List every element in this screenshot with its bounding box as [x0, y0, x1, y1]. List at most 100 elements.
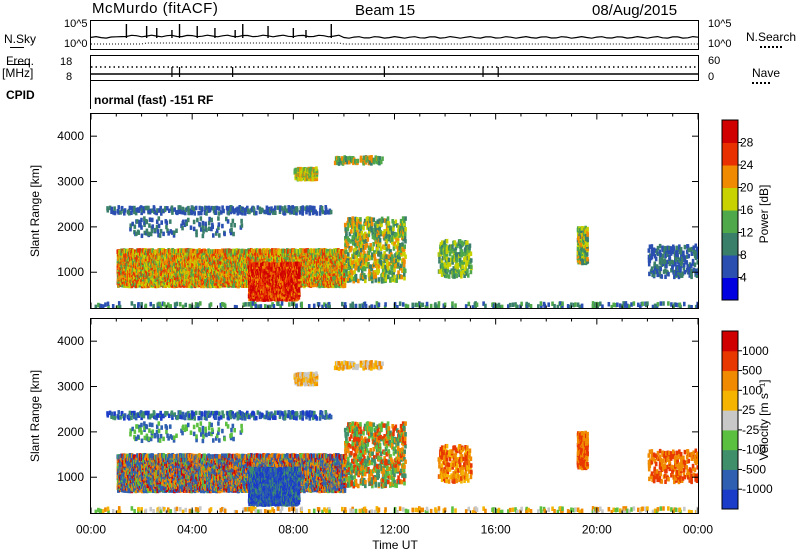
power-echo-cell [173, 279, 177, 284]
power-echo-cell [134, 210, 138, 216]
power-echo-cell [126, 261, 129, 266]
power-echo-cell [314, 255, 318, 260]
power-echo-cell [147, 205, 150, 211]
nave-top-tick: 60 [708, 55, 721, 67]
power-echo-cell [121, 248, 125, 254]
power-echo-cell [113, 206, 116, 211]
power-echo-cell [187, 248, 190, 253]
power-echo-cell [154, 283, 158, 289]
power-echo-cell [140, 210, 143, 216]
power-echo-cell [178, 254, 182, 260]
power-echo-cell [173, 275, 177, 281]
freq-trace [91, 66, 698, 77]
power-echo-cell [162, 275, 165, 281]
power-echo-cell [134, 249, 137, 254]
power-echo-cell [167, 257, 170, 262]
cpid-label: CPID [6, 88, 35, 102]
power-echo-cell [120, 251, 123, 256]
power-echo-cell [314, 252, 318, 258]
power-echo-cell [281, 270, 284, 276]
power-echo-cell [126, 281, 129, 287]
power-echo-cell [266, 248, 269, 253]
freq-legend-line [8, 64, 30, 65]
nsky-plot-frame [90, 20, 699, 50]
power-echo-cell [206, 257, 210, 262]
power-echo-cell [305, 271, 308, 276]
power-echo-cell [151, 263, 155, 268]
power-echo-cell [320, 283, 324, 288]
power-echo-cell [297, 282, 301, 288]
power-echo-cell [200, 267, 204, 273]
power-echo-cell [294, 248, 297, 254]
nave-label: Nave [752, 66, 781, 80]
nsky-top-tick: 10^5 [64, 18, 88, 30]
power-echo-cell [170, 265, 173, 270]
power-echo-cell [179, 279, 183, 284]
power-echo-cell [209, 267, 213, 272]
nave-legend-line [752, 82, 770, 84]
power-data [94, 155, 698, 308]
power-echo-cell [327, 248, 330, 254]
power-echo-cell [127, 211, 131, 216]
power-echo-cell [127, 265, 130, 271]
power-echo-cell [342, 283, 345, 289]
power-echo-cell [155, 210, 159, 216]
power-echo-cell [218, 259, 222, 265]
power-echo-cell [128, 205, 132, 211]
power-echo-cell [342, 249, 346, 254]
power-echo-cell [195, 269, 198, 275]
power-echo-cell [281, 281, 285, 286]
power-echo-cell [108, 205, 112, 211]
power-echo-cell [215, 281, 219, 286]
power-echo-cell [133, 209, 136, 215]
power-echo-cell [235, 248, 239, 253]
power-echo-cell [126, 273, 129, 279]
power-echo-cell [120, 205, 124, 211]
power-echo-cell [318, 267, 322, 273]
power-echo-cell [151, 208, 155, 213]
power-echo-cell [297, 271, 301, 276]
nsearch-label: N.Search [746, 30, 797, 44]
power-echo-cell [289, 253, 293, 259]
power-echo-cell [334, 275, 338, 280]
power-echo-cell [343, 257, 346, 263]
power-echo-cell [297, 262, 301, 267]
nsearch-bottom-tick: 10^0 [708, 38, 732, 50]
beam-title: Beam 15 [355, 2, 416, 19]
power-echo-cell [343, 264, 347, 269]
nsky-trace [90, 24, 699, 45]
power-echo-cell [252, 249, 256, 254]
power-echo-cell [343, 280, 347, 286]
power-echo-cell [327, 271, 331, 276]
power-echo-cell [305, 251, 308, 257]
nave-bottom-tick: 0 [708, 71, 715, 83]
power-echo-cell [213, 281, 217, 286]
power-echo-cell [290, 295, 294, 300]
power-echo-cell [301, 267, 304, 272]
power-echo-cell [247, 249, 251, 254]
power-echo-cell [287, 271, 291, 276]
power-echo-cell [220, 255, 224, 260]
power-echo-cell [112, 210, 115, 215]
power-echo-cell [244, 263, 248, 269]
power-echo-cell [135, 283, 138, 289]
power-echo-cell [116, 261, 120, 266]
power-echo-cell [118, 249, 121, 255]
power-echo-cell [297, 288, 301, 293]
power-echo-cell [159, 248, 162, 253]
power-echo-cell [289, 248, 293, 254]
power-echo-cell [231, 275, 234, 281]
power-echo-cell [295, 257, 298, 262]
power-echo-cell [158, 282, 161, 288]
power-echo-cell [136, 264, 140, 270]
nsky-bottom-tick: 10^0 [64, 38, 88, 50]
power-echo-cell [153, 206, 156, 212]
power-echo-cell [342, 266, 346, 272]
power-echo-cell [238, 279, 241, 285]
power-echo-cell [280, 287, 284, 292]
power-echo-cell [334, 259, 337, 264]
freq-unit: [MHz] [2, 66, 34, 80]
power-echo-cell [273, 262, 277, 268]
